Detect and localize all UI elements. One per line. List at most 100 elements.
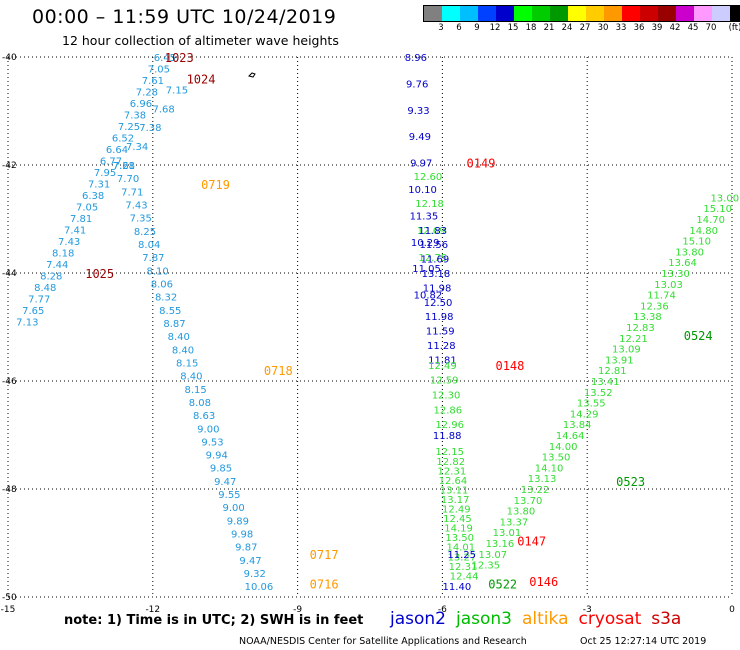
swh-value: 15.10 bbox=[703, 204, 732, 215]
lat-tick-label: -42 bbox=[2, 161, 17, 171]
swh-value: 10.82 bbox=[414, 291, 443, 302]
swh-value: 13.41 bbox=[591, 377, 620, 388]
swh-value: 9.94 bbox=[206, 451, 228, 462]
swh-value: 11.40 bbox=[443, 582, 472, 593]
legend-label: 30 bbox=[597, 23, 609, 33]
swh-value: 14.29 bbox=[570, 409, 599, 420]
legend-label: 3 bbox=[438, 23, 444, 33]
swh-value: 14.10 bbox=[535, 463, 564, 474]
swh-value: 14.00 bbox=[549, 442, 578, 453]
swh-value: 9.47 bbox=[214, 477, 236, 488]
swh-value: 10.29 bbox=[411, 238, 440, 249]
swh-value: 14.70 bbox=[696, 215, 725, 226]
swh-value: 7.68 bbox=[153, 104, 175, 115]
swh-value: 15.10 bbox=[682, 237, 711, 248]
swh-value: 7.77 bbox=[28, 295, 50, 306]
swh-value: 7.35 bbox=[130, 214, 152, 225]
pass-time-label: 0717 bbox=[310, 548, 339, 562]
swh-value: 7.38 bbox=[139, 123, 161, 134]
swh-value: 13.16 bbox=[486, 539, 515, 550]
legend-swatch bbox=[568, 6, 586, 21]
swh-value: 9.97 bbox=[410, 159, 432, 170]
swh-value: 12.21 bbox=[619, 334, 648, 345]
swh-value: 11.83 bbox=[418, 226, 447, 237]
legend-label: 45 bbox=[687, 23, 699, 33]
swh-value: 13.01 bbox=[493, 528, 522, 539]
legend-label: 21 bbox=[543, 23, 555, 33]
swh-value: 13.70 bbox=[514, 496, 543, 507]
lat-tick-label: -44 bbox=[2, 269, 17, 279]
lon-tick-label: -15 bbox=[1, 605, 16, 615]
map-grid bbox=[7, 56, 733, 598]
swh-value: 6.38 bbox=[82, 191, 104, 202]
swh-value: 10.06 bbox=[245, 582, 274, 593]
swh-value: 8.48 bbox=[34, 283, 56, 294]
legend-label: 36 bbox=[633, 23, 645, 33]
swh-value: 13.27 bbox=[448, 552, 477, 563]
lat-tick-label: -50 bbox=[2, 593, 17, 603]
swh-value: 8.40 bbox=[172, 345, 194, 356]
swh-value: 13.13 bbox=[528, 474, 557, 485]
legend-label: 27 bbox=[579, 23, 591, 33]
swh-value: 12.49 bbox=[428, 361, 457, 372]
swh-value: 12.50 bbox=[424, 298, 453, 309]
legend-swatch bbox=[586, 6, 604, 21]
legend-label: 9 bbox=[474, 23, 480, 33]
axis-labels: -15 -12 -9 -6 -3 0 -40 -42 -44 -46 -48 -50 bbox=[1, 53, 735, 615]
swh-value: 11.25 bbox=[447, 550, 476, 561]
swh-value: 13.38 bbox=[633, 312, 662, 323]
swh-value: 12.81 bbox=[598, 366, 627, 377]
swh-value: 9.55 bbox=[218, 490, 240, 501]
pass-time-label: 1023 bbox=[165, 51, 194, 65]
swh-value: 8.28 bbox=[40, 272, 62, 283]
swh-value: 7.28 bbox=[113, 161, 135, 172]
swh-value: 9.47 bbox=[239, 556, 261, 567]
swh-value: 7.31 bbox=[88, 180, 110, 191]
swh-value: 9.76 bbox=[406, 79, 428, 90]
lat-tick-label: -46 bbox=[2, 377, 17, 387]
swh-value: 8.55 bbox=[159, 306, 181, 317]
swh-value: 7.41 bbox=[64, 226, 86, 237]
legend-label: 24 bbox=[561, 23, 573, 33]
swh-value: 11.81 bbox=[428, 355, 457, 366]
swh-value: 13.00 bbox=[710, 193, 739, 204]
swh-value: 7.61 bbox=[113, 161, 135, 172]
pass-time-label: 1024 bbox=[187, 73, 216, 87]
legend-swatch bbox=[550, 6, 568, 21]
swh-value: 9.98 bbox=[231, 530, 253, 541]
swh-value: 12.69 bbox=[417, 226, 446, 237]
swh-value: 7.34 bbox=[126, 142, 148, 153]
swh-value: 7.28 bbox=[136, 88, 158, 99]
credit-text: NOAA/NESDIS Center for Satellite Applica… bbox=[239, 636, 527, 647]
swh-value: 13.64 bbox=[668, 258, 697, 269]
swh-value: 12.49 bbox=[442, 505, 471, 516]
swh-value: 11.05 bbox=[412, 264, 441, 275]
color-scale-legend bbox=[423, 5, 740, 22]
swh-value: 11.74 bbox=[647, 291, 676, 302]
swh-value: 14.19 bbox=[444, 524, 473, 535]
legend-swatch bbox=[604, 6, 622, 21]
legend-swatch bbox=[676, 6, 694, 21]
swh-value: 14.01 bbox=[446, 543, 475, 554]
legend-label: 42 bbox=[669, 23, 681, 33]
legend-label: (ft) bbox=[728, 23, 740, 33]
generated-timestamp: Oct 25 12:27:14 UTC 2019 bbox=[580, 636, 707, 647]
swh-value: 13.30 bbox=[661, 269, 690, 280]
swh-value: 14.64 bbox=[556, 431, 585, 442]
lat-tick-label: -48 bbox=[2, 485, 17, 495]
swh-value: 8.96 bbox=[405, 53, 427, 64]
swh-value: 7.05 bbox=[148, 65, 170, 76]
swh-value: 7.70 bbox=[117, 174, 139, 185]
legend-swatch bbox=[460, 6, 478, 21]
swh-value: 7.71 bbox=[121, 187, 143, 198]
legend-label: 70 bbox=[705, 23, 717, 33]
swh-value: 7.87 bbox=[142, 253, 164, 264]
swh-value: 6.52 bbox=[112, 134, 134, 145]
pass-time-label: 0146 bbox=[529, 575, 558, 589]
swh-value: 11.28 bbox=[427, 341, 456, 352]
swh-value: 9.32 bbox=[244, 569, 266, 580]
swh-value: 8.15 bbox=[176, 358, 198, 369]
swh-value: 12.36 bbox=[640, 301, 669, 312]
